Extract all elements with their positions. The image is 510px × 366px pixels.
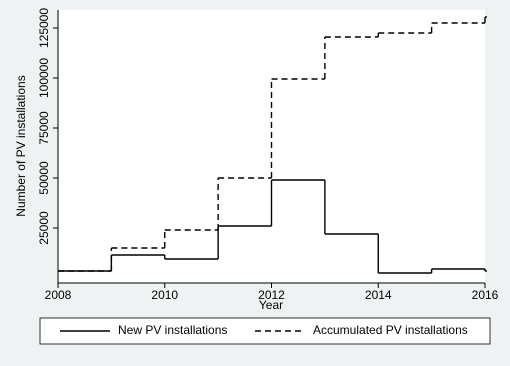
y-tick-label: 50000 [37,161,51,195]
legend-label: Accumulated PV installations [313,323,468,337]
y-tick-label: 100000 [37,58,51,98]
x-tick-label: 2010 [151,288,178,302]
x-tick-label: 2008 [45,288,72,302]
y-tick-label: 25000 [37,211,51,245]
legend-label: New PV installations [118,323,227,337]
x-tick-label: 2016 [472,288,499,302]
y-tick-label: 75000 [37,111,51,145]
x-tick-label: 2014 [365,288,392,302]
x-tick-label: 2012 [258,288,285,302]
y-axis-title: Number of PV installations [14,75,28,216]
x-axis-title: Year [259,298,283,312]
y-tick-label: 125000 [37,8,51,48]
